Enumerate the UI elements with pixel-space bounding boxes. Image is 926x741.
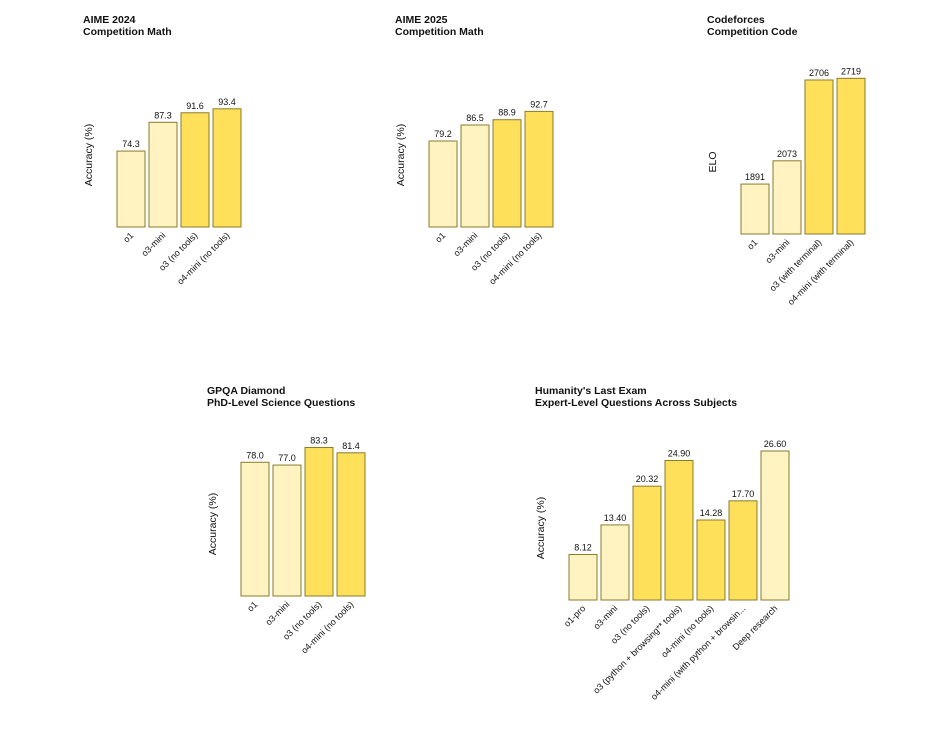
chart-3-x-tick-label: o3-mini [763,237,791,265]
chart-1-value-label: 91.6 [186,101,204,111]
chart-4-y-axis-label: Accuracy (%) [207,493,219,555]
chart-2-bar [524,110,554,228]
chart-4-title: GPQA Diamond [207,385,285,397]
chart-2-value-label: 79.2 [434,129,452,139]
chart-2-y-axis-label: Accuracy (%) [395,124,407,186]
chart-5-bar [728,500,758,601]
chart-5-value-label: 14.28 [700,508,723,518]
chart-4-bar [336,452,366,597]
chart-3-bar [804,79,834,235]
chart-4-value-label: 77.0 [278,453,296,463]
chart-2-value-label: 88.9 [498,108,516,118]
chart-1-x-tick-label: o1 [121,230,135,244]
chart-5-bar [760,450,790,601]
chart-4-value-label: 83.3 [310,436,328,446]
chart-3-y-axis-label: ELO [707,151,719,172]
chart-3-bar [836,77,866,235]
chart-2-x-tick-label: o3-mini [451,230,479,258]
chart-1-bar [116,150,146,228]
chart-4-value-label: 81.4 [342,441,360,451]
chart-5-title: Humanity's Last Exam [535,385,647,397]
chart-5-value-label: 24.90 [668,449,691,459]
chart-5-bar [568,554,598,601]
chart-2-title: AIME 2025 [395,14,448,26]
chart-4-x-tick-label: o1 [245,599,259,613]
chart-5-subtitle: Expert-Level Questions Across Subjects [535,397,737,409]
chart-3-value-label: 1891 [745,172,765,182]
chart-2-bar [492,119,522,228]
chart-3-bar [740,183,770,235]
chart-5-value-label: 20.32 [636,474,659,484]
chart-2-bar [428,140,458,228]
chart-5-y-axis-label: Accuracy (%) [535,497,547,559]
chart-3-bar [772,160,802,235]
chart-3-value-label: 2719 [841,66,861,76]
chart-4-bar [240,461,270,597]
chart-5-bar [696,519,726,601]
chart-1-value-label: 93.4 [218,97,236,107]
chart-4-value-label: 78.0 [246,450,264,460]
chart-5-bar [632,485,662,601]
chart-3-value-label: 2073 [777,149,797,159]
chart-3-title: Codeforces [707,14,765,26]
chart-3-subtitle: Competition Code [707,26,798,38]
chart-1-bar [180,112,210,228]
chart-1-value-label: 74.3 [122,139,140,149]
chart-1-bar [212,108,242,228]
chart-5-bar [664,460,694,601]
chart-5-value-label: 8.12 [574,543,592,553]
chart-1-bar [148,121,178,228]
chart-1-title: AIME 2024 [83,14,136,26]
chart-1-y-axis-label: Accuracy (%) [83,124,95,186]
chart-3-x-tick-label: o1 [745,237,759,251]
chart-2-x-tick-label: o1 [433,230,447,244]
chart-4-bar [272,464,302,597]
chart-3-value-label: 2706 [809,68,829,78]
chart-2-subtitle: Competition Math [395,26,484,38]
chart-1-value-label: 87.3 [154,110,172,120]
chart-5-bar [600,524,630,601]
chart-5-value-label: 26.60 [764,439,787,449]
chart-4-bar [304,447,334,597]
chart-3-x-tick-label: o4-mini (with terminal) [786,237,856,307]
chart-1-x-tick-label: o3-mini [139,230,167,258]
chart-2-bar [460,124,490,228]
chart-2-value-label: 86.5 [466,113,484,123]
chart-2-value-label: 92.7 [530,99,548,109]
chart-5-value-label: 13.40 [604,513,627,523]
chart-4-x-tick-label: o3-mini [263,599,291,627]
chart-4-subtitle: PhD-Level Science Questions [207,397,355,409]
chart-5-value-label: 17.70 [732,489,755,499]
chart-1-subtitle: Competition Math [83,26,172,38]
chart-5-x-tick-label: o3-mini [591,603,619,631]
chart-5-x-tick-label: o1-pro [562,603,587,628]
